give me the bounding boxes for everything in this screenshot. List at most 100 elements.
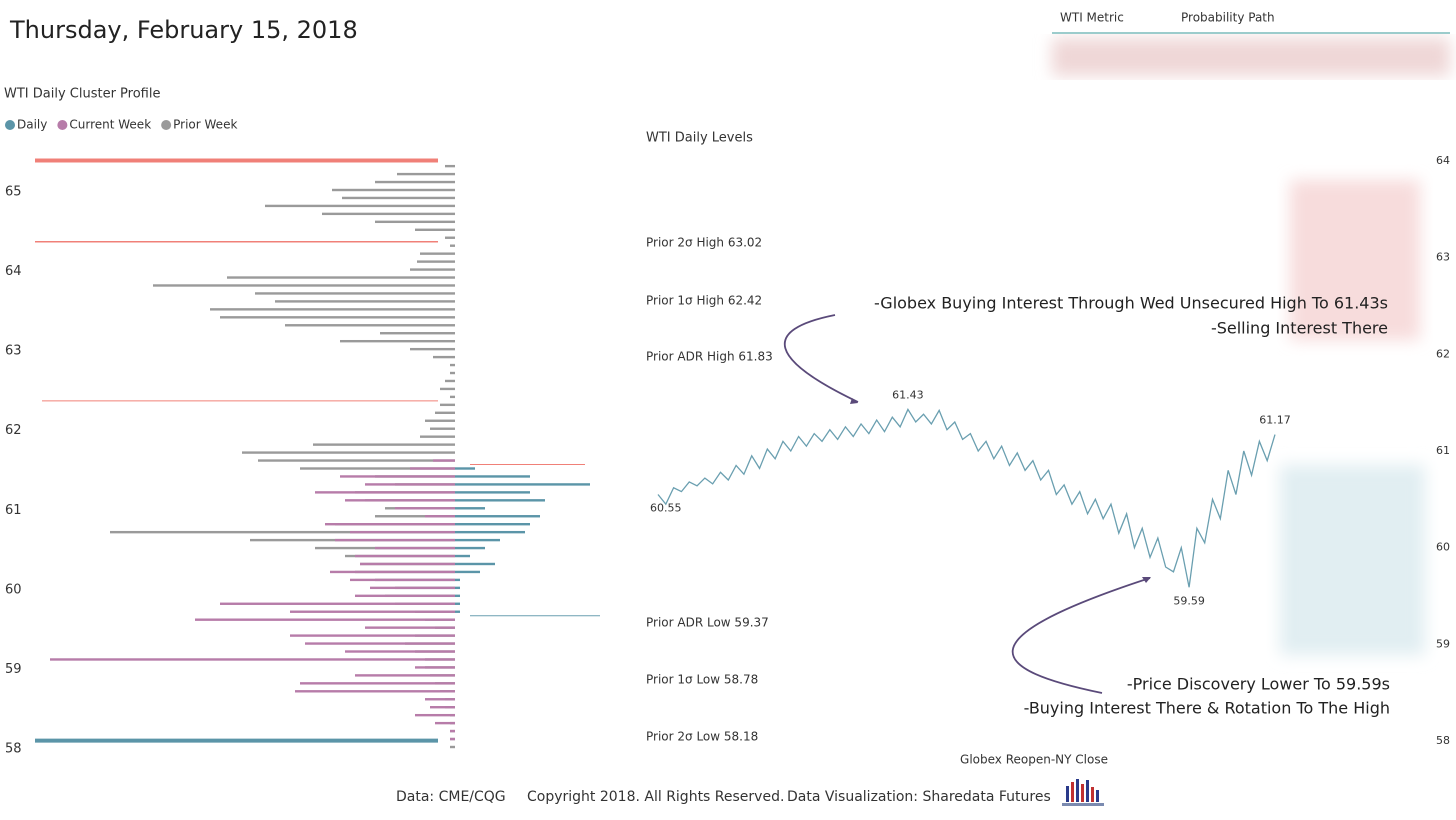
legend-swatch bbox=[161, 120, 172, 130]
level-label: Prior 1σ High 62.42 bbox=[646, 294, 762, 308]
profile-bar bbox=[445, 164, 455, 168]
profile-bar bbox=[395, 507, 455, 510]
footer-copyright: Copyright 2018. All Rights Reserved. bbox=[527, 789, 784, 805]
profile-bar bbox=[455, 530, 525, 534]
footer-credit: Data Visualization: Sharedata Futures bbox=[787, 789, 1051, 805]
profile-bar bbox=[435, 411, 455, 414]
profile-bar bbox=[380, 332, 455, 335]
y-tick-label: 59 bbox=[1436, 637, 1450, 650]
y-tick-label: 63 bbox=[5, 344, 22, 359]
annotation-arrow bbox=[783, 314, 859, 403]
profile-bar bbox=[275, 300, 455, 303]
profile-bar bbox=[445, 379, 455, 383]
legend-label: Daily bbox=[17, 118, 47, 132]
price-line bbox=[657, 408, 1276, 588]
table-header: WTI Metric bbox=[1060, 11, 1124, 25]
profile-bar bbox=[50, 658, 455, 661]
profile-bar bbox=[355, 594, 455, 598]
profile-bar bbox=[345, 650, 455, 653]
level-label: Prior 2σ High 63.02 bbox=[646, 236, 762, 250]
profile-bar bbox=[355, 554, 455, 558]
profile-bar bbox=[430, 427, 455, 430]
profile-bar bbox=[455, 586, 460, 590]
profile-bar bbox=[415, 228, 455, 231]
legend-swatch bbox=[57, 120, 68, 130]
profile-bar bbox=[220, 316, 455, 319]
annotation: -Globex Buying Interest Through Wed Unse… bbox=[874, 294, 1388, 313]
profile-bar bbox=[285, 324, 455, 327]
profile-bar bbox=[153, 284, 455, 287]
profile-bar bbox=[227, 276, 455, 279]
profile-bar bbox=[433, 459, 455, 462]
blurred-panel bbox=[1290, 180, 1420, 340]
y-tick-label: 60 bbox=[5, 582, 22, 597]
profile-bar bbox=[258, 459, 455, 462]
legend-label: Prior Week bbox=[173, 118, 237, 132]
y-tick-label: 58 bbox=[1436, 734, 1450, 747]
profile-bar bbox=[322, 212, 455, 216]
y-tick-label: 62 bbox=[5, 423, 22, 438]
profile-bar bbox=[340, 475, 455, 478]
blurred-row bbox=[1052, 38, 1450, 76]
profile-bar bbox=[410, 268, 455, 271]
profile-bar bbox=[345, 499, 455, 502]
profile-bar bbox=[315, 491, 455, 494]
profile-bar bbox=[455, 546, 485, 550]
profile-bar bbox=[290, 634, 455, 637]
profile-bar bbox=[450, 737, 455, 741]
annotation: -Price Discovery Lower To 59.59s bbox=[1127, 675, 1390, 694]
profile-bar bbox=[455, 499, 545, 502]
arrow-head bbox=[850, 398, 858, 404]
profile-bar bbox=[455, 594, 460, 598]
y-tick-label: 63 bbox=[1436, 251, 1450, 264]
data-label: 60.55 bbox=[650, 502, 682, 515]
profile-bar bbox=[370, 586, 455, 590]
profile-bar bbox=[375, 220, 455, 224]
profile-bar bbox=[397, 172, 455, 176]
profile-bar bbox=[330, 570, 455, 574]
level-label: Prior ADR Low 59.37 bbox=[646, 616, 769, 630]
legend-label: Current Week bbox=[69, 118, 151, 132]
profile-bar bbox=[455, 578, 460, 582]
profile-bar bbox=[290, 610, 455, 613]
profile-bar bbox=[430, 706, 455, 709]
profile-bar bbox=[455, 491, 530, 494]
profile-bar bbox=[255, 292, 455, 295]
y-tick-label: 59 bbox=[5, 662, 22, 677]
y-tick-label: 64 bbox=[1436, 154, 1450, 167]
table-header: Probability Path bbox=[1181, 11, 1275, 25]
profile-bar bbox=[425, 698, 455, 701]
annotation: -Selling Interest There bbox=[1211, 319, 1388, 338]
profile-bar bbox=[450, 745, 455, 749]
y-tick-label: 62 bbox=[1436, 347, 1450, 360]
profile-bar bbox=[433, 355, 455, 359]
profile-bar bbox=[355, 674, 455, 677]
level-label: Prior ADR High 61.83 bbox=[646, 350, 773, 364]
profile-bar bbox=[365, 483, 455, 486]
profile-bar bbox=[340, 339, 455, 343]
profile-bar bbox=[420, 435, 455, 438]
annotation: -Buying Interest There & Rotation To The… bbox=[1024, 699, 1390, 718]
data-label: 61.43 bbox=[892, 388, 924, 401]
profile-bar bbox=[425, 515, 455, 518]
profile-bar bbox=[335, 538, 455, 542]
profile-bar bbox=[440, 403, 455, 407]
y-tick-label: 64 bbox=[5, 264, 22, 279]
profile-bar bbox=[450, 363, 455, 367]
profile-bar bbox=[242, 451, 455, 454]
profile-bar bbox=[455, 554, 470, 558]
profile-bar bbox=[455, 602, 460, 605]
profile-bar bbox=[342, 196, 455, 200]
profile-bar bbox=[455, 483, 590, 486]
footer-source: Data: CME/CQG bbox=[396, 789, 506, 805]
page-title: Thursday, February 15, 2018 bbox=[9, 16, 358, 44]
y-tick-label: 60 bbox=[1436, 541, 1450, 554]
profile-bar bbox=[415, 713, 455, 717]
profile-bar bbox=[455, 570, 480, 574]
profile-bar bbox=[195, 618, 455, 621]
profile-bar bbox=[455, 523, 530, 526]
profile-bar bbox=[325, 523, 455, 526]
profile-bar bbox=[332, 188, 455, 192]
profile-bar bbox=[455, 562, 495, 566]
profile-bar bbox=[375, 180, 455, 184]
